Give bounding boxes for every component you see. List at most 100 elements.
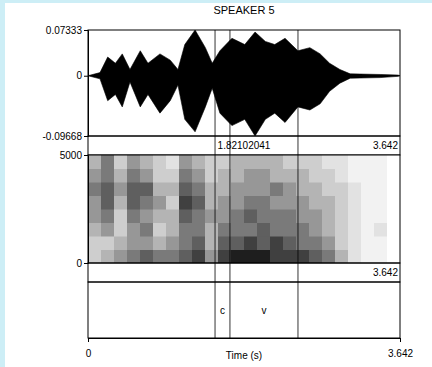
spectrogram-cell xyxy=(205,196,219,210)
spectrogram-cell xyxy=(361,169,375,183)
tick-mark xyxy=(84,30,88,31)
spectrogram-cell xyxy=(348,250,362,264)
spectrogram-cell xyxy=(231,209,245,223)
spectrogram-cell xyxy=(387,223,400,237)
zero-line xyxy=(88,75,400,76)
spectrogram-cell xyxy=(127,223,141,237)
picture: SPEAKER 5-0.0966800.073331.821020413.642… xyxy=(0,0,432,367)
spectrogram-cell xyxy=(88,182,102,196)
tick-label: 5000 xyxy=(60,150,83,161)
spectrogram-cell xyxy=(387,155,400,169)
spectrogram-cell xyxy=(231,182,245,196)
spectrogram-cell xyxy=(179,236,193,250)
spectrogram-cell xyxy=(179,223,193,237)
spectrogram-cell xyxy=(244,236,258,250)
spectrogram-cell xyxy=(140,182,154,196)
tier-frame xyxy=(88,282,400,338)
spectrogram-cell xyxy=(114,169,128,183)
spectrogram-cell xyxy=(374,155,388,169)
spectrogram-cell xyxy=(166,169,180,183)
spectrogram-cell xyxy=(361,155,375,169)
tick-mark xyxy=(84,76,88,77)
spectrogram-cell xyxy=(101,169,115,183)
spectrogram-cell xyxy=(348,209,362,223)
spectrogram-cell xyxy=(218,155,232,169)
spectrogram-cell xyxy=(127,209,141,223)
tick: 0 xyxy=(86,338,92,359)
spectrogram-cell xyxy=(387,169,400,183)
tick-mark xyxy=(84,155,88,156)
spectrogram-cell xyxy=(101,209,115,223)
spectrogram-cell xyxy=(322,169,336,183)
tick-label: -0.09668 xyxy=(43,131,83,142)
spectrogram-cell xyxy=(153,155,167,169)
spectrogram-cell xyxy=(270,196,284,210)
tick-label: 3.642 xyxy=(388,348,413,359)
tick: 0 xyxy=(76,70,88,81)
spectrogram-cell xyxy=(257,250,271,264)
spectrogram-cell xyxy=(140,155,154,169)
spectrogram-cell xyxy=(387,250,400,264)
spectrogram-cell xyxy=(179,196,193,210)
boundaries xyxy=(215,30,298,338)
waveform-y-axis: -0.0966800.07333 xyxy=(43,25,89,142)
tick-label: 0 xyxy=(76,70,82,81)
interval-label: c xyxy=(220,305,225,316)
spectrogram-cell xyxy=(283,196,297,210)
spectrogram-cell xyxy=(244,196,258,210)
tick-label: 0 xyxy=(86,348,92,359)
spectrogram-cell xyxy=(348,236,362,250)
tick: 3.642 xyxy=(388,338,413,359)
spectrogram-cell xyxy=(335,182,349,196)
spectrogram-cell xyxy=(101,223,115,237)
spectrogram-cell xyxy=(166,250,180,264)
axis-line xyxy=(89,339,401,343)
spectrogram-cell xyxy=(361,223,375,237)
spectrogram-cell xyxy=(114,182,128,196)
tick-label: 0 xyxy=(76,258,82,269)
spectrogram-cell xyxy=(231,196,245,210)
spectrogram-cell xyxy=(127,250,141,264)
spectrogram-cell xyxy=(153,236,167,250)
spectrogram-cell xyxy=(283,169,297,183)
spectrogram-cell xyxy=(101,155,115,169)
spectrogram-cell xyxy=(179,250,193,264)
spectrogram-cell xyxy=(88,209,102,223)
spectrogram-cell xyxy=(335,236,349,250)
spectrogram-cell xyxy=(335,250,349,264)
spectrogram-cell xyxy=(257,223,271,237)
spectrogram-cell xyxy=(348,196,362,210)
spectrogram-cell xyxy=(335,196,349,210)
spectrogram-cell xyxy=(361,209,375,223)
spectrogram-cell xyxy=(374,250,388,264)
spectrogram-cell xyxy=(309,250,323,264)
spectrogram-cell xyxy=(335,209,349,223)
spectrogram-cell xyxy=(270,155,284,169)
spectrogram-cell xyxy=(322,182,336,196)
spectrogram-cell xyxy=(140,250,154,264)
spectrogram-cell xyxy=(257,182,271,196)
spectrogram-cell xyxy=(231,155,245,169)
spectrogram-cell xyxy=(361,236,375,250)
spectrogram-cell xyxy=(140,169,154,183)
spectrogram-cell xyxy=(387,196,400,210)
spectrogram-cell xyxy=(179,169,193,183)
spectrogram-cell xyxy=(309,169,323,183)
spectrogram-cell xyxy=(192,223,206,237)
spectrogram-cell xyxy=(231,250,245,264)
spectrogram-cell xyxy=(140,236,154,250)
spectrogram-cell xyxy=(374,196,388,210)
spectrogram-cell xyxy=(218,236,232,250)
waveform-frame xyxy=(88,30,400,136)
spectrogram-cell xyxy=(283,236,297,250)
cursor-time: 1.82102041 xyxy=(218,140,271,151)
spectrogram-cell xyxy=(153,196,167,210)
spectrogram-cell xyxy=(309,182,323,196)
spectrogram-cell xyxy=(348,169,362,183)
spectrogram-cell xyxy=(114,223,128,237)
boundary xyxy=(297,30,298,338)
spectrogram-cell xyxy=(283,182,297,196)
spectrogram-cell xyxy=(283,223,297,237)
spectrogram-cell xyxy=(309,223,323,237)
spectrogram-cell xyxy=(244,155,258,169)
